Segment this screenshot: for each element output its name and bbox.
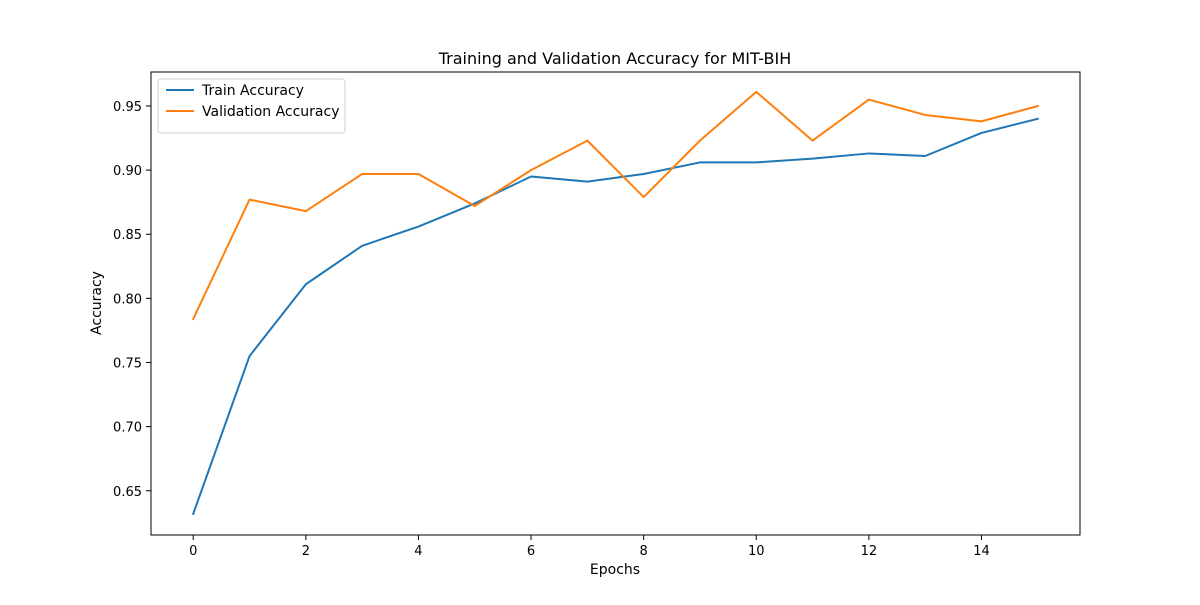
x-axis-label: Epochs <box>590 562 640 578</box>
x-tick-label: 12 <box>861 544 878 559</box>
y-tick-label: 0.95 <box>113 100 142 115</box>
x-tick-label: 4 <box>414 544 422 559</box>
y-axis-label: Accuracy <box>89 271 105 335</box>
x-tick-label: 8 <box>640 544 648 559</box>
x-tick-label: 10 <box>748 544 765 559</box>
x-tick-label: 2 <box>302 544 310 559</box>
plot-area: 0 2 4 6 8 10 12 14 0.65 0.70 0.75 0.80 0.85 0.90 0.95 <box>113 71 1081 559</box>
legend-label: Validation Accuracy <box>202 104 340 120</box>
x-tick-label: 14 <box>973 544 990 559</box>
y-tick-label: 0.70 <box>113 421 142 436</box>
legend: Train Accuracy Validation Accuracy <box>157 78 346 134</box>
chart-title: Training and Validation Accuracy for MIT… <box>438 49 791 68</box>
y-tick-label: 0.90 <box>113 164 142 179</box>
axes-frame <box>150 71 1081 536</box>
x-tick-label: 6 <box>527 544 535 559</box>
x-tick-label: 0 <box>189 544 197 559</box>
y-tick-label: 0.85 <box>113 228 142 243</box>
train-accuracy-line <box>191 117 1039 516</box>
y-tick-label: 0.80 <box>113 292 142 307</box>
legend-box <box>157 78 346 134</box>
y-tick-label: 0.65 <box>113 485 142 500</box>
validation-accuracy-line <box>191 90 1039 321</box>
y-tick-label: 0.75 <box>113 356 142 371</box>
legend-label: Train Accuracy <box>201 83 304 99</box>
